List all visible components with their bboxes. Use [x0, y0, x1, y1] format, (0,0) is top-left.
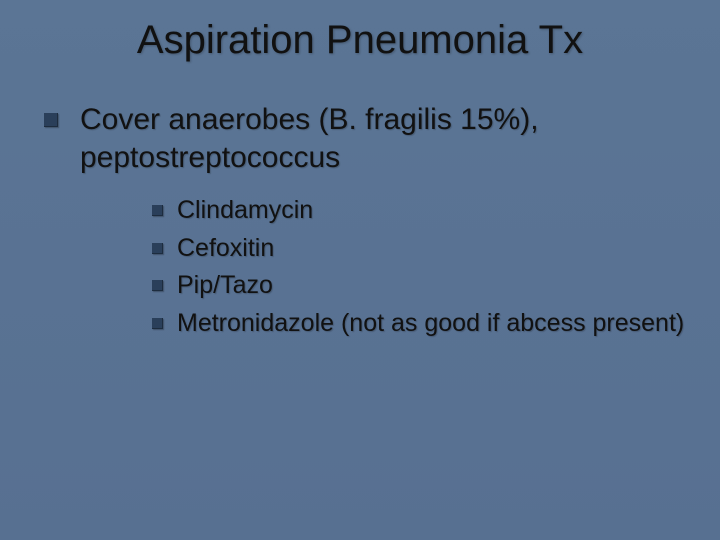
slide: Aspiration Pneumonia Tx Cover anaerobes …: [0, 0, 720, 540]
square-bullet-icon: [152, 205, 163, 216]
sub-list-item: Clindamycin: [152, 194, 720, 228]
sub-list-item-text: Pip/Tazo: [177, 269, 273, 303]
square-bullet-icon: [152, 243, 163, 254]
sub-list-item: Cefoxitin: [152, 232, 720, 266]
sub-list-item-text: Metronidazole (not as good if abcess pre…: [177, 307, 684, 341]
list-item: Cover anaerobes (B. fragilis 15%), pepto…: [44, 101, 720, 178]
square-bullet-icon: [152, 318, 163, 329]
sub-list-item: Pip/Tazo: [152, 269, 720, 303]
square-bullet-icon: [152, 280, 163, 291]
main-list: Cover anaerobes (B. fragilis 15%), pepto…: [44, 101, 720, 341]
sub-list-item: Metronidazole (not as good if abcess pre…: [152, 307, 720, 341]
square-bullet-icon: [44, 113, 58, 127]
sub-list-item-text: Cefoxitin: [177, 232, 274, 266]
slide-title: Aspiration Pneumonia Tx: [30, 18, 690, 63]
sub-list-item-text: Clindamycin: [177, 194, 313, 228]
list-item-text: Cover anaerobes (B. fragilis 15%), pepto…: [80, 101, 660, 178]
sub-list: Clindamycin Cefoxitin Pip/Tazo Metronida…: [152, 194, 720, 341]
